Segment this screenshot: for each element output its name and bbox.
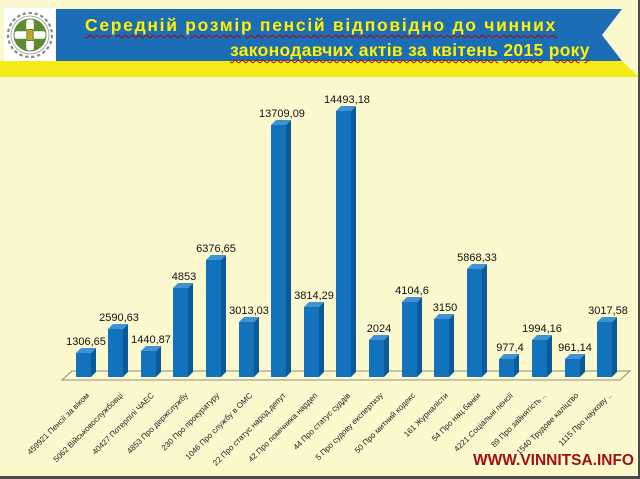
bar bbox=[141, 351, 156, 377]
bar-top-face bbox=[369, 335, 389, 340]
bar-side-face bbox=[123, 324, 128, 377]
bar bbox=[467, 269, 482, 377]
bar bbox=[336, 111, 351, 377]
bar-top-face bbox=[565, 354, 585, 359]
bar-value-label: 4853 bbox=[171, 271, 197, 283]
bar-value-label: 3017,58 bbox=[588, 305, 628, 317]
bar-value-label: 13709,09 bbox=[259, 108, 305, 120]
bar-value-label: 2024 bbox=[366, 323, 392, 335]
bar-side-face bbox=[547, 335, 552, 377]
title-line1: Середній розмір пенсій відповідно до чин… bbox=[85, 16, 557, 34]
logo-box bbox=[4, 8, 56, 62]
bar-top-face bbox=[402, 297, 422, 302]
bar-top-face bbox=[108, 324, 128, 329]
bar bbox=[304, 307, 319, 377]
bar-value-label: 1440,87 bbox=[131, 334, 171, 346]
title-year: 2015 bbox=[503, 40, 544, 60]
bar-top-face bbox=[206, 255, 226, 260]
bar-top-face bbox=[271, 120, 291, 125]
bar-top-face bbox=[141, 346, 161, 351]
bar-side-face bbox=[254, 317, 259, 377]
bar-side-face bbox=[384, 335, 389, 377]
bar bbox=[597, 322, 612, 377]
bar bbox=[173, 288, 188, 377]
bar-side-face bbox=[286, 120, 291, 377]
bar-top-face bbox=[304, 302, 324, 307]
bar-value-label: 1994,16 bbox=[522, 323, 562, 335]
bar-side-face bbox=[351, 106, 356, 377]
title-segment: року bbox=[548, 40, 590, 60]
bar-side-face bbox=[156, 346, 161, 377]
bar bbox=[206, 260, 221, 377]
bar-value-label: 977,4 bbox=[496, 342, 524, 354]
bar-value-label: 1306,65 bbox=[66, 336, 106, 348]
bar bbox=[565, 359, 580, 377]
bar-value-label: 3013,03 bbox=[229, 305, 269, 317]
bar-side-face bbox=[449, 314, 454, 377]
bar-top-face bbox=[336, 106, 356, 111]
title-banner bbox=[56, 9, 622, 61]
bar bbox=[108, 329, 123, 377]
bar bbox=[239, 322, 254, 377]
bar-side-face bbox=[91, 348, 96, 377]
bar bbox=[532, 340, 547, 377]
bar bbox=[434, 319, 449, 377]
bar-value-label: 6376,65 bbox=[196, 243, 236, 255]
bar-top-face bbox=[434, 314, 454, 319]
bar bbox=[402, 302, 417, 377]
bar bbox=[369, 340, 384, 377]
bar-side-face bbox=[580, 354, 585, 377]
bar-top-face bbox=[532, 335, 552, 340]
bar-side-face bbox=[482, 264, 487, 377]
bar-value-label: 14493,18 bbox=[324, 94, 370, 106]
bar-value-label: 4104,6 bbox=[395, 285, 429, 297]
bar-side-face bbox=[612, 317, 617, 377]
bar-value-label: 3814,29 bbox=[294, 290, 334, 302]
bar-value-label: 961,14 bbox=[558, 342, 592, 354]
bar bbox=[271, 125, 286, 377]
title-segment: Середній розмір пенсій відповідно до чин… bbox=[85, 15, 557, 35]
bar-value-label: 5868,33 bbox=[457, 252, 497, 264]
bar-side-face bbox=[188, 283, 193, 377]
bar-side-face bbox=[221, 255, 226, 377]
bar bbox=[76, 353, 91, 377]
bar bbox=[499, 359, 514, 377]
pension-fund-logo bbox=[6, 11, 54, 59]
bar-value-label: 3150 bbox=[432, 302, 458, 314]
bar-top-face bbox=[597, 317, 617, 322]
bar-top-face bbox=[499, 354, 519, 359]
bar-value-label: 2590,63 bbox=[99, 312, 139, 324]
bar-top-face bbox=[467, 264, 487, 269]
bar-top-face bbox=[173, 283, 193, 288]
title-line2: законодавчих актів за квітень 2015 року bbox=[230, 41, 590, 59]
title-segment: законодавчих актів за квітень bbox=[230, 40, 499, 60]
bar-side-face bbox=[514, 354, 519, 377]
watermark: WWW.VINNITSA.INFO bbox=[472, 452, 634, 469]
bar-top-face bbox=[239, 317, 259, 322]
bar-top-face bbox=[76, 348, 96, 353]
bar-side-face bbox=[319, 302, 324, 377]
bar-side-face bbox=[417, 297, 422, 377]
yellow-ribbon-stripe bbox=[0, 61, 638, 77]
